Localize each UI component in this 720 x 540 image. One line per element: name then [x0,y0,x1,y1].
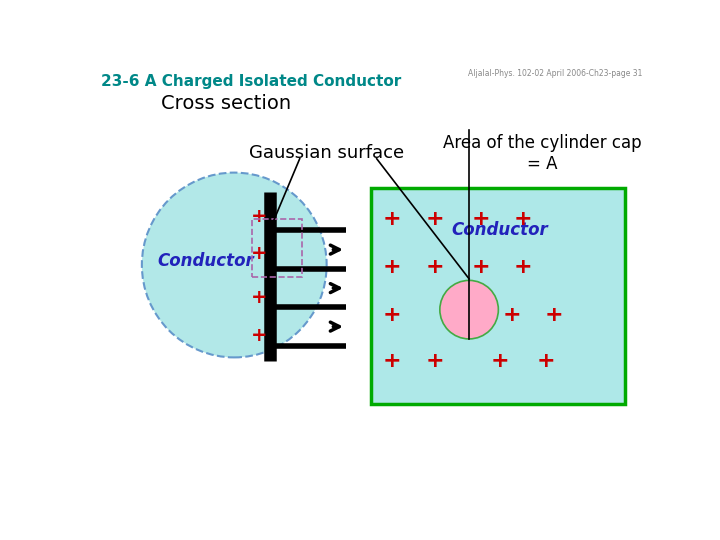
Circle shape [440,280,498,339]
Text: 23-6 A Charged Isolated Conductor: 23-6 A Charged Isolated Conductor [101,74,401,89]
Text: +: + [472,209,490,229]
Text: Conductor: Conductor [451,221,548,239]
Text: Cross section: Cross section [161,94,292,113]
Text: +: + [425,351,444,372]
Text: +: + [383,351,402,372]
Text: +: + [251,326,267,346]
Text: Conductor: Conductor [158,252,254,270]
Bar [371,188,625,403]
Text: +: + [472,256,490,276]
Bar [252,219,302,276]
Text: +: + [513,256,532,276]
Text: +: + [537,351,555,372]
Circle shape [142,173,327,357]
Text: +: + [383,305,402,325]
Text: +: + [383,256,402,276]
Text: Gaussian surface: Gaussian surface [249,144,404,163]
Text: +: + [251,244,267,263]
Text: +: + [513,209,532,229]
Text: +: + [251,288,267,307]
Text: +: + [383,209,402,229]
Text: +: + [425,256,444,276]
Text: Area of the cylinder cap
= A: Area of the cylinder cap = A [443,134,642,173]
Text: +: + [251,207,267,226]
Text: +: + [544,305,563,325]
Text: Aljalal-Phys. 102-02 April 2006-Ch23-page 31: Aljalal-Phys. 102-02 April 2006-Ch23-pag… [468,69,642,78]
Text: +: + [490,351,509,372]
Text: +: + [425,209,444,229]
Text: +: + [502,305,521,325]
